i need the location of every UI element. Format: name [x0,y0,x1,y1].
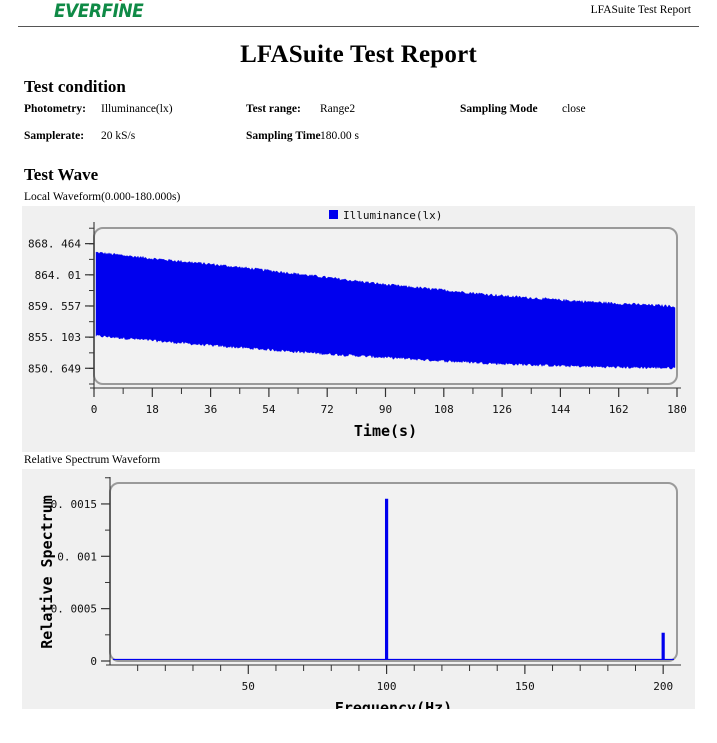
x-axis-title: Time(s) [354,422,417,440]
y-tick-label: 850. 649 [28,362,81,375]
y-tick-label: 0. 0005 [51,603,97,616]
section-heading-test-condition: Test condition [24,77,126,96]
table-row: Photometry: Illuminance(lx) Test range: … [24,103,717,130]
everfine-logo: EVERFINE [54,0,144,23]
page-title: LFASuite Test Report [240,41,477,68]
table-row: Samplerate: 20 kS/s Sampling Time 180.00… [24,130,717,157]
x-tick-label: 0 [91,403,98,416]
test-range-value: Range2 [320,103,356,115]
x-tick-label: 54 [262,403,276,416]
samplerate-value: 20 kS/s [101,130,136,142]
y-axis: 868. 464 864. 01 859. 557 855. 103 850. 649 [28,222,95,390]
x-tick-label: 108 [434,403,454,416]
x-tick-label: 72 [321,403,334,416]
x-tick-label: 100 [377,680,397,693]
test-range-label: Test range: [246,103,301,115]
x-tick-label: 126 [492,403,512,416]
logo-red-dot [119,0,123,1]
samplerate-label: Samplerate: [24,130,85,142]
y-axis: 0 0. 0005 0. 001 0. 0015 [51,477,111,668]
x-axis: 0 18 36 54 72 90 108 126 144 162 180 [90,387,687,416]
sampling-mode-value: close [562,103,586,115]
legend-swatch [329,210,338,219]
x-axis-title: Frequency(Hz) [335,699,452,709]
test-condition-table: Photometry: Illuminance(lx) Test range: … [24,103,717,157]
chart-caption-relative-spectrum: Relative Spectrum Waveform [24,454,161,466]
y-tick-label: 0. 0015 [51,498,97,511]
x-tick-label: 150 [515,680,535,693]
y-tick-label: 0 [90,655,97,668]
x-tick-label: 18 [146,403,159,416]
section-heading-test-wave: Test Wave [24,165,99,184]
plot-frame [109,482,678,662]
local-waveform-plot: Illuminance(lx) 868. 464 864. 01 859. 557 85… [28,209,687,440]
chart-caption-local-waveform: Local Waveform(0.000-180.000s) [24,191,181,203]
x-tick-label: 90 [379,403,392,416]
sampling-time-label: Sampling Time [246,130,321,142]
x-tick-label: 200 [653,680,673,693]
y-tick-label: 868. 464 [28,238,81,251]
chart-local-waveform: Illuminance(lx) 868. 464 864. 01 859. 557 85… [22,206,695,452]
logo-text: EVERFINE [54,1,144,23]
photometry-label: Photometry: [24,103,86,115]
x-tick-label: 162 [609,403,629,416]
waveform-band [95,251,676,370]
x-tick-label: 50 [242,680,255,693]
page-header: EVERFINE LFASuite Test Report [18,0,699,27]
header-report-title: LFASuite Test Report [590,4,691,16]
y-tick-label: 864. 01 [35,269,81,282]
sampling-time-value: 180.00 s [320,130,359,142]
x-tick-label: 144 [550,403,570,416]
sampling-mode-label: Sampling Mode [460,103,538,115]
y-tick-label: 859. 557 [28,300,81,313]
y-axis-title: Relative Spectrum [38,495,56,649]
x-tick-label: 36 [204,403,217,416]
chart-relative-spectrum: 0 0. 0005 0. 001 0. 0015 Relative Spectrum 50… [22,469,695,709]
photometry-value: Illuminance(lx) [101,103,173,115]
legend-label: Illuminance(lx) [343,209,442,222]
y-tick-label: 855. 103 [28,331,81,344]
y-tick-label: 0. 001 [57,550,97,563]
x-tick-label: 180 [667,403,687,416]
x-axis: 50 100 150 200 [106,664,681,693]
